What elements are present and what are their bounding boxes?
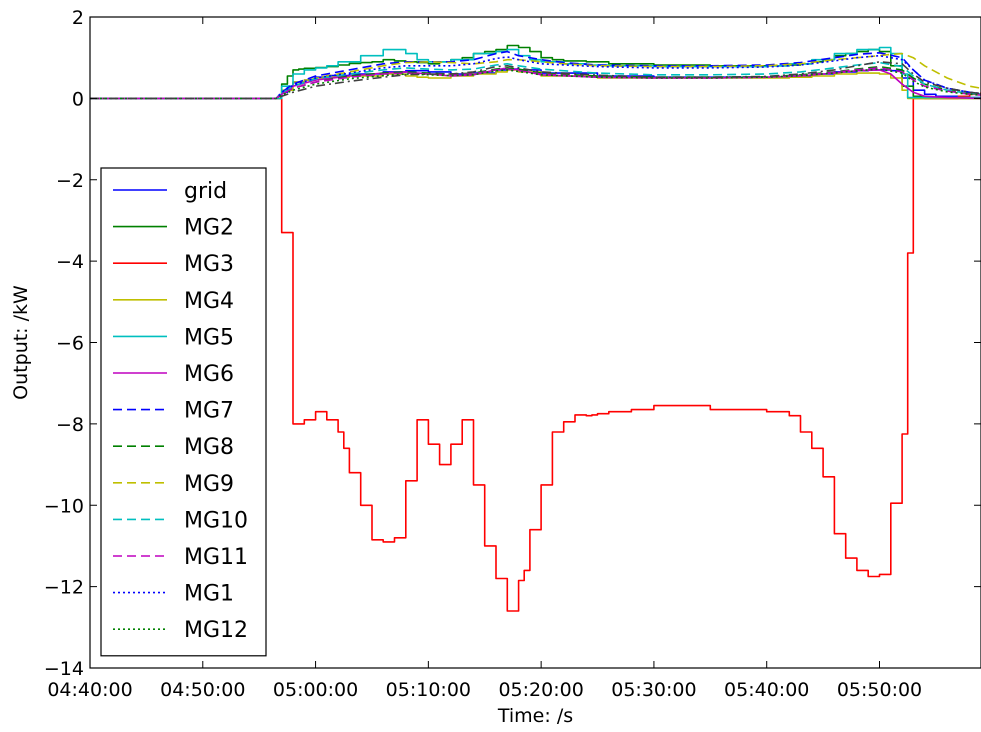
- y-tick-label: −2: [56, 170, 84, 192]
- legend-label-mg8: MG8: [184, 435, 234, 460]
- series-line-mg10: [90, 61, 981, 100]
- legend-label-mg2: MG2: [184, 216, 234, 241]
- y-tick-label: −12: [44, 577, 84, 599]
- x-tick-label: 05:10:00: [386, 679, 471, 701]
- y-tick-label: −10: [44, 495, 84, 517]
- y-tick-label: −6: [56, 333, 84, 355]
- series-line-mg12: [90, 68, 981, 100]
- x-tick-label: 04:50:00: [160, 679, 245, 701]
- legend-label-mg6: MG6: [184, 362, 234, 387]
- series-line-mg7: [90, 50, 981, 100]
- x-tick-label: 04:40:00: [47, 679, 132, 701]
- x-tick-label: 05:30:00: [611, 679, 696, 701]
- legend-label-mg12: MG12: [184, 618, 248, 643]
- series-line-unlabeled-13: [90, 61, 981, 100]
- x-tick-label: 05:50:00: [837, 679, 922, 701]
- ticks-layer: 04:40:00 04:50:00 05:00:00 05:10:00 05:20:00…: [44, 7, 981, 701]
- legend-label-mg4: MG4: [184, 289, 234, 314]
- y-tick-label: −14: [44, 658, 84, 680]
- legend-label-mg10: MG10: [184, 508, 248, 533]
- legend-label-mg11: MG11: [184, 545, 248, 570]
- series-layer: [90, 44, 981, 612]
- y-tick-label: 2: [72, 7, 84, 29]
- series-line-mg3: [90, 92, 981, 612]
- legend-label-mg5: MG5: [184, 325, 234, 350]
- legend-label-mg9: MG9: [184, 472, 234, 497]
- y-axis-label: Output: /kW: [10, 285, 32, 400]
- series-line-mg9: [90, 52, 981, 100]
- legend-label-grid: grid: [184, 179, 227, 204]
- series-line-mg1: [90, 54, 981, 100]
- legend-label-mg3: MG3: [184, 252, 234, 277]
- x-axis-label: Time: /s: [497, 705, 573, 727]
- y-tick-label: −8: [56, 414, 84, 436]
- x-tick-label: 05:40:00: [724, 679, 809, 701]
- legend-label-mg1: MG1: [184, 582, 234, 607]
- legend-label-mg7: MG7: [184, 399, 234, 424]
- x-tick-label: 05:20:00: [498, 679, 583, 701]
- legend: grid MG2 MG3 MG4 MG5 MG6 MG7 MG8 MG9 MG10 MG11 MG1 M…: [100, 167, 267, 657]
- x-tick-label: 05:00:00: [273, 679, 358, 701]
- y-tick-label: −4: [56, 251, 84, 273]
- legend-box: [100, 167, 267, 657]
- y-tick-label: 0: [72, 88, 84, 110]
